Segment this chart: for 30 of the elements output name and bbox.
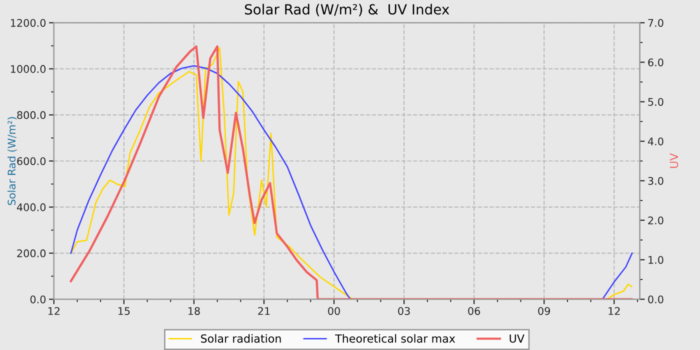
y2-axis-title: UV xyxy=(670,153,678,168)
x-tick-label: 09 xyxy=(538,307,550,315)
legend-label: Solar radiation xyxy=(201,334,281,343)
x-tick-label: 21 xyxy=(258,307,270,315)
y-axis-title: Solar Rad (W/m²) xyxy=(7,117,17,206)
legend-label: UV xyxy=(510,334,524,343)
y-tick-label: 800.0 xyxy=(17,111,46,120)
x-tick-label: 06 xyxy=(468,307,480,315)
y-tick-label: 200.0 xyxy=(17,249,46,258)
y2-tick-label: 3.0 xyxy=(648,176,664,185)
y-tick-label: 1200.0 xyxy=(10,18,46,27)
y-tick-label: 400.0 xyxy=(16,203,46,212)
y-tick-label: 1000.0 xyxy=(10,65,46,73)
y2-tick-label: 0.0 xyxy=(648,295,664,304)
x-tick-label: 12 xyxy=(608,307,620,315)
x-tick-label: 03 xyxy=(398,307,410,315)
x-tick-label: 12 xyxy=(48,307,60,315)
y2-tick-label: 6.0 xyxy=(648,58,664,66)
x-tick-label: 18 xyxy=(188,307,200,315)
x-tick-label: 15 xyxy=(118,307,130,315)
y-tick-label: 0.0 xyxy=(30,295,46,304)
y2-tick-label: 4.0 xyxy=(648,137,664,146)
y2-tick-label: 7.0 xyxy=(648,18,664,27)
x-tick-label: 00 xyxy=(328,307,340,315)
legend-label: Theoretical solar max xyxy=(335,334,456,343)
y-tick-label: 600.0 xyxy=(17,157,46,166)
y2-tick-label: 5.0 xyxy=(648,98,664,106)
y2-tick-label: 1.0 xyxy=(648,256,664,264)
chart-title: Solar Rad (W/m²) & UV Index xyxy=(244,4,450,16)
y2-tick-label: 2.0 xyxy=(648,216,664,224)
